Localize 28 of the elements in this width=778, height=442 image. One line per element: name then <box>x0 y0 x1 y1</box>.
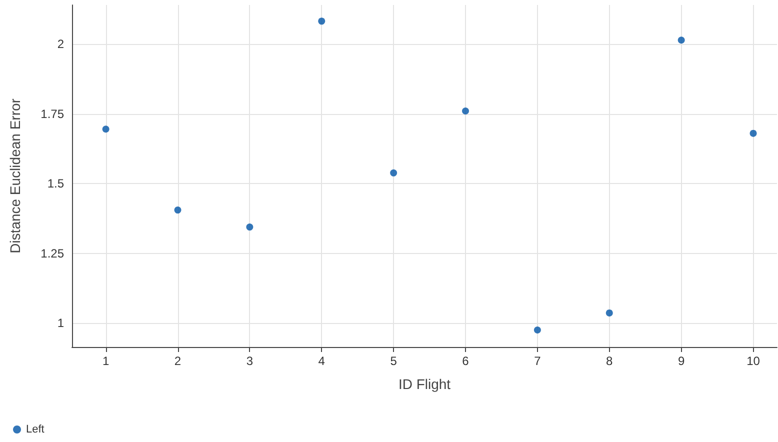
y-tick-label: 1.5 <box>47 176 64 191</box>
point <box>534 326 541 334</box>
y-axis-title: Distance Euclidean Error <box>7 98 23 254</box>
point <box>462 108 470 114</box>
x-tick-label: 10 <box>746 354 760 368</box>
point <box>678 36 685 44</box>
point <box>102 126 110 133</box>
legend-label: Left <box>26 424 44 436</box>
x-tick-label: 3 <box>246 354 254 368</box>
y-tick-label: 2 <box>57 37 64 52</box>
point <box>750 130 757 137</box>
point <box>174 206 182 214</box>
x-tick-label: 8 <box>606 354 614 368</box>
y-tick-label: 1.25 <box>40 246 64 260</box>
x-tick-label: 2 <box>174 354 182 368</box>
point <box>318 18 326 25</box>
x-tick-label: 6 <box>462 354 470 368</box>
x-tick-label: 4 <box>318 354 326 368</box>
y-tick-label: 1.75 <box>40 106 64 121</box>
point <box>390 169 398 176</box>
point <box>606 309 613 316</box>
x-tick-label: 9 <box>678 354 685 368</box>
x-axis-title: ID Flight <box>398 376 451 392</box>
x-tick-label: 1 <box>102 354 110 368</box>
x-tick-label: 5 <box>390 354 398 368</box>
point <box>246 224 254 231</box>
x-tick-label: 7 <box>534 354 542 368</box>
y-tick-label: 1 <box>57 316 64 330</box>
